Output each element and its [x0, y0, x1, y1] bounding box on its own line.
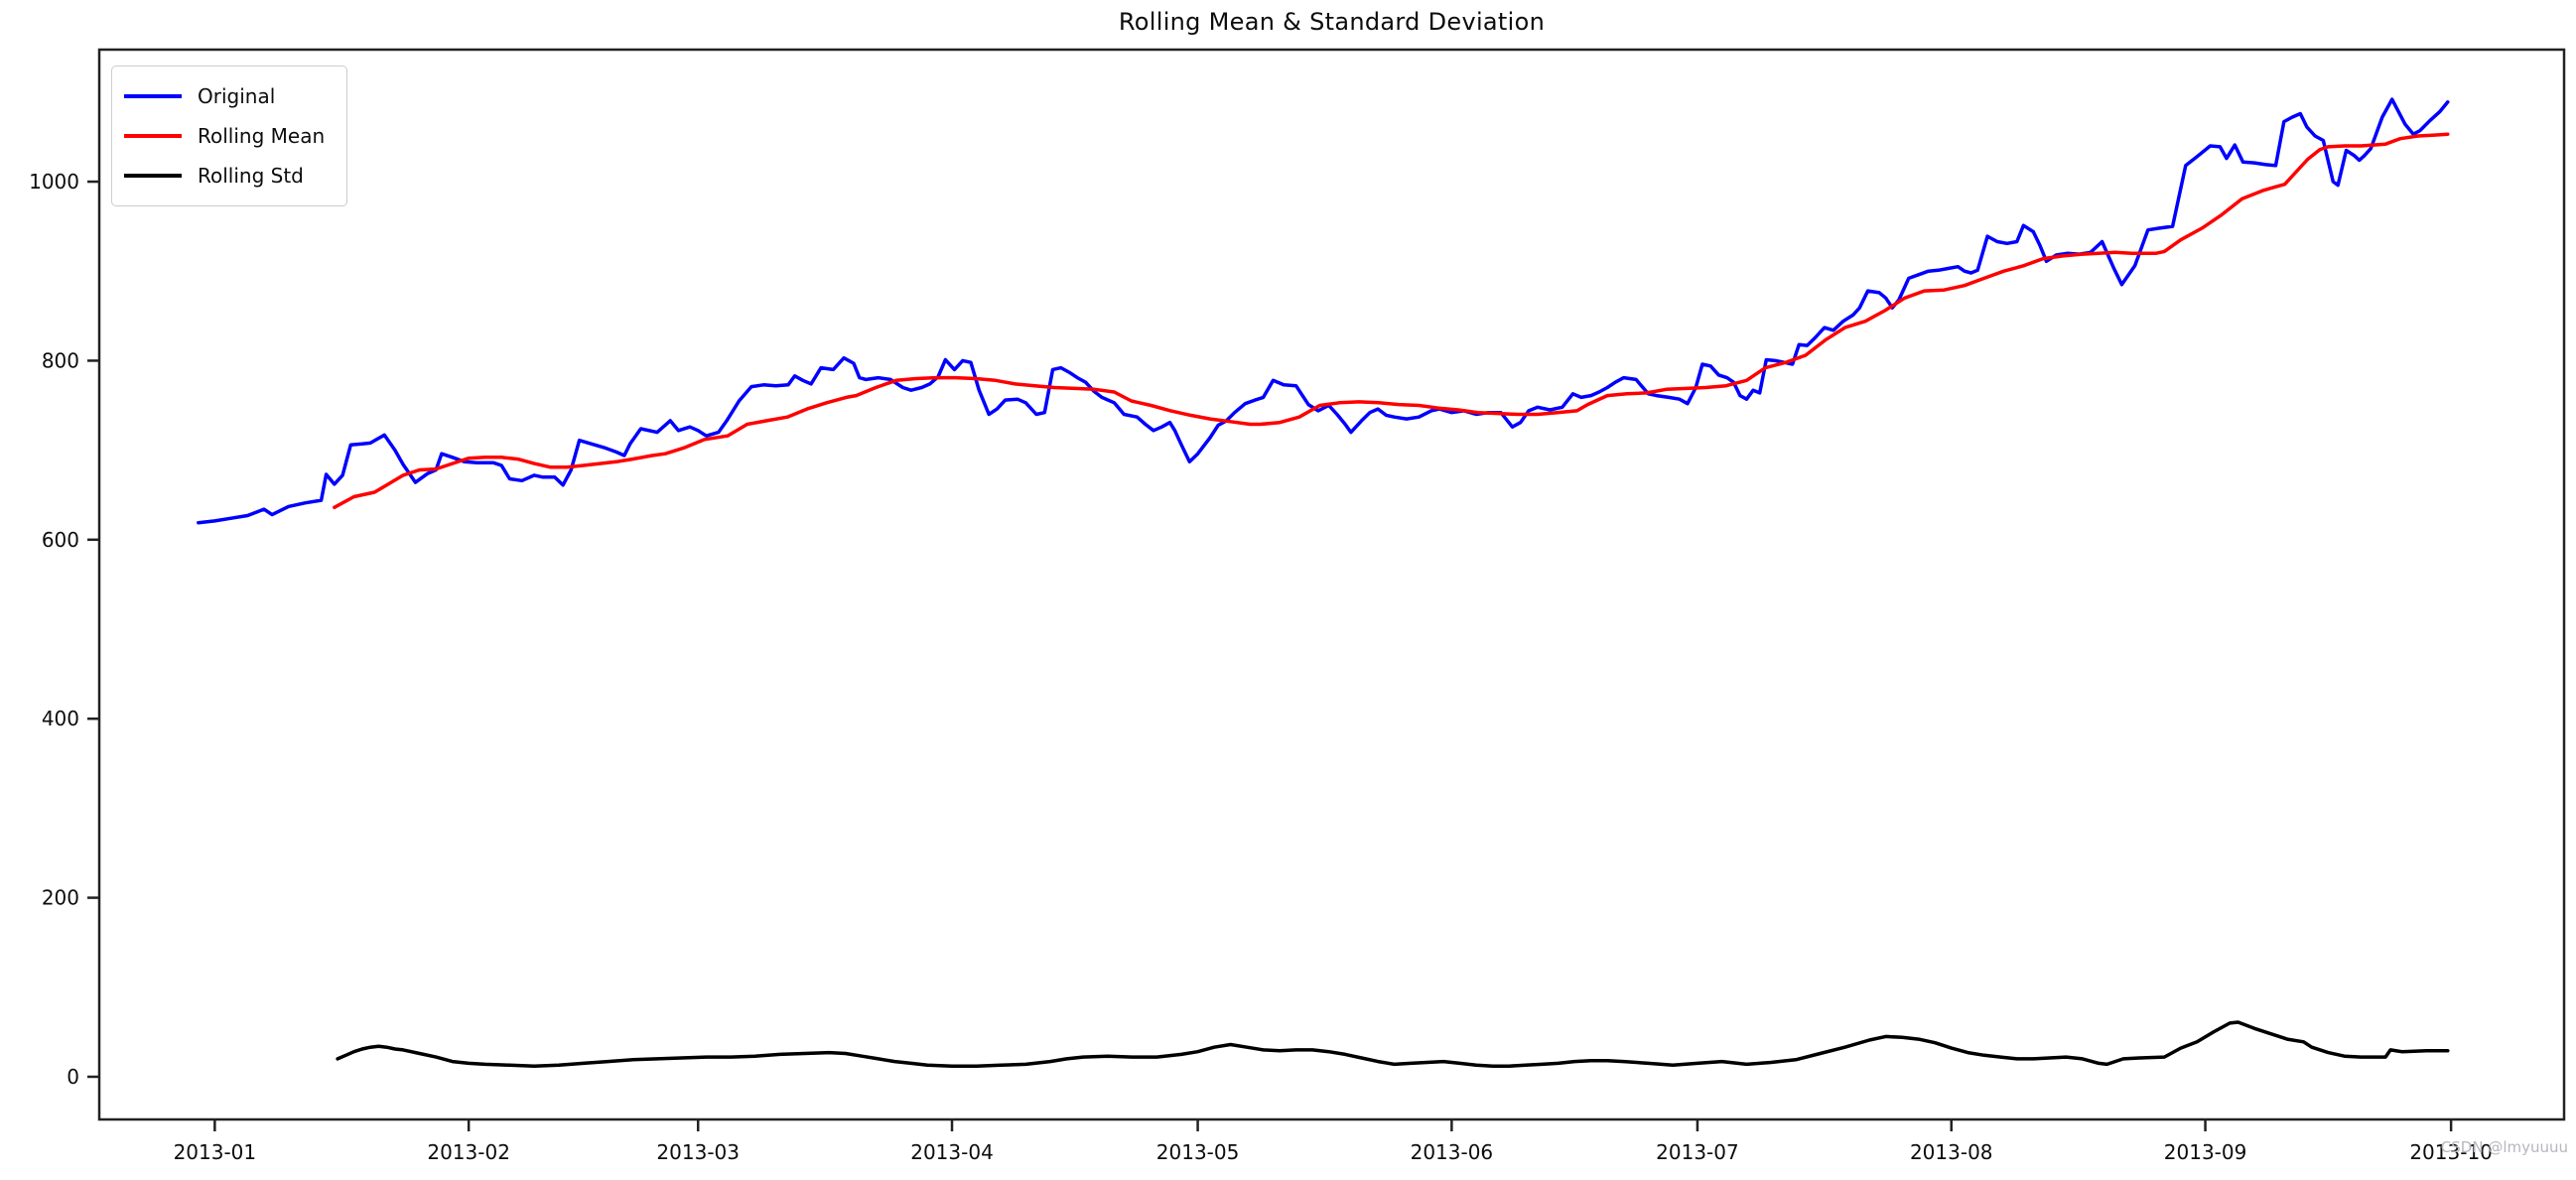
x-tick-label: 2013-07	[1656, 1140, 1739, 1164]
y-tick-label: 1000	[29, 170, 79, 194]
legend-swatch-original	[124, 94, 182, 98]
y-tick-label: 0	[67, 1065, 79, 1089]
x-tick-label: 2013-02	[427, 1140, 510, 1164]
legend-swatch-rolling-mean	[124, 134, 182, 138]
legend-label: Rolling Std	[198, 164, 304, 188]
x-tick-label: 2013-06	[1411, 1140, 1494, 1164]
x-tick-label: 2013-05	[1156, 1140, 1240, 1164]
x-tick-label: 2013-08	[1910, 1140, 1993, 1164]
series-line-original	[197, 97, 2450, 525]
legend-item-rolling-mean: Rolling Mean	[124, 116, 333, 156]
series-line-rolling-mean	[333, 132, 2450, 510]
legend-label: Original	[198, 84, 276, 108]
series-line-rolling-std	[336, 1020, 2450, 1068]
legend-label: Rolling Mean	[198, 124, 326, 148]
legend-swatch-rolling-std	[124, 174, 182, 178]
y-tick-label: 800	[42, 348, 79, 372]
axes-spines	[97, 48, 2566, 1121]
y-tick-label: 400	[42, 707, 79, 730]
legend-item-rolling-std: Rolling Std	[124, 156, 333, 196]
x-tick-label: 2013-10	[2409, 1140, 2493, 1164]
x-tick-label: 2013-03	[656, 1140, 740, 1164]
legend: Original Rolling Mean Rolling Std	[111, 66, 347, 206]
watermark: CSDN @lmyuuuu	[2440, 1138, 2568, 1156]
chart-title: Rolling Mean & Standard Deviation	[1118, 8, 1546, 36]
legend-item-original: Original	[124, 76, 333, 116]
x-tick-label: 2013-09	[2164, 1140, 2247, 1164]
x-tick-label: 2013-04	[910, 1140, 994, 1164]
y-tick-label: 600	[42, 528, 79, 552]
x-tick-label: 2013-01	[174, 1140, 257, 1164]
y-tick-label: 200	[42, 886, 79, 910]
